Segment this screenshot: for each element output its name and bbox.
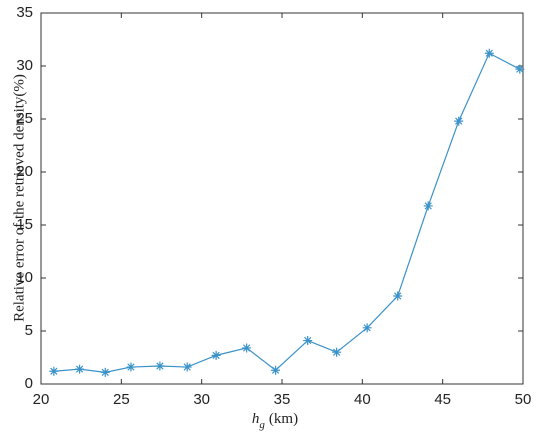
x-label-symbol: h: [252, 411, 260, 427]
marker: [182, 362, 192, 372]
x-label-unit: (km): [269, 411, 298, 427]
x-tick-label: 20: [33, 391, 50, 408]
y-tick-label: 5: [25, 322, 33, 339]
y-tick-label: 30: [16, 57, 33, 74]
marker: [75, 364, 85, 374]
marker: [155, 361, 165, 371]
x-label-subscript: g: [259, 419, 265, 431]
marker: [211, 350, 221, 360]
y-tick-label: 0: [25, 375, 33, 392]
y-axis-label: Relative error of the retrieved density(…: [11, 74, 27, 322]
x-tick-label: 25: [113, 391, 130, 408]
x-axis-label: hg (km): [252, 411, 298, 430]
x-tick-label: 35: [274, 391, 291, 408]
y-tick-label: 10: [16, 269, 33, 286]
line: [53, 52, 521, 373]
x-tick-label: 45: [434, 391, 451, 408]
marker: [484, 48, 494, 58]
marker: [393, 291, 403, 301]
x-tick-label: 40: [354, 391, 371, 408]
x-tick-label: 50: [515, 391, 532, 408]
marker: [362, 323, 372, 333]
y-tick-label: 25: [16, 110, 33, 127]
marker: [126, 362, 136, 372]
marker: [454, 116, 464, 126]
marker: [303, 336, 313, 346]
marker: [242, 343, 252, 353]
marker: [515, 64, 525, 74]
y-tick-label: 35: [16, 4, 33, 21]
marker: [100, 367, 110, 377]
y-tick-label: 15: [16, 216, 33, 233]
x-tick-label: 30: [193, 391, 210, 408]
y-tick-label: 20: [16, 163, 33, 180]
plot-frame: [40, 12, 524, 385]
marker: [49, 366, 59, 376]
marker: [423, 201, 433, 211]
marker: [271, 365, 281, 375]
marker: [332, 347, 342, 357]
